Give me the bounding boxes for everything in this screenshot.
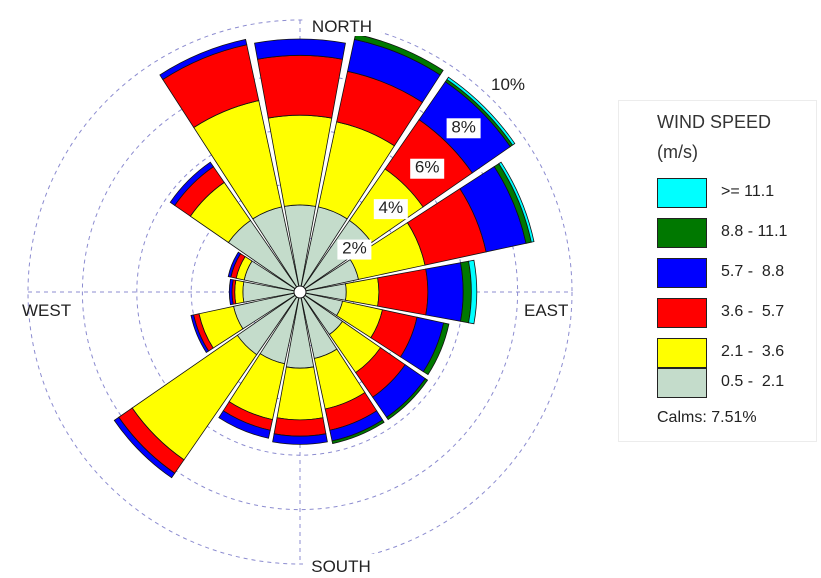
petal-sw-bin-3 <box>113 416 176 479</box>
petal-nw-bin-3 <box>169 161 214 206</box>
ring-label-8-percent: 8% <box>446 117 481 139</box>
petal-s-bin-1 <box>276 366 324 421</box>
petal-ne-bin-5 <box>446 76 516 146</box>
petal-ssw-bin-3 <box>218 410 271 439</box>
legend-title: WIND SPEED (m/s) <box>657 107 771 167</box>
legend-swatch <box>657 368 707 398</box>
ring-label-4-percent: 4% <box>373 198 408 220</box>
ring-labels: 2% 4% 6% 8% 10% <box>337 75 525 260</box>
legend-swatch <box>657 298 707 328</box>
compass-labels: NORTH SOUTH WEST EAST <box>22 14 568 576</box>
legend-label: 3.6 - 5.7 <box>721 303 785 320</box>
legend-label: 2.1 - 3.6 <box>721 343 785 360</box>
ring-label-6-percent: 6% <box>410 158 445 179</box>
petal-ese-bin-4 <box>422 322 450 376</box>
legend-entry-above-11-1: >= 11.1 <box>657 178 817 208</box>
petal-sse-bin-4 <box>331 419 385 445</box>
wind-petals <box>113 33 535 479</box>
petal-s-bin-2 <box>273 417 327 437</box>
compass-west-label: WEST <box>22 301 71 320</box>
legend-swatch <box>657 258 707 288</box>
compass-south-label: SOUTH <box>311 557 371 576</box>
petal-ene-bin-5 <box>498 161 535 243</box>
ring-label-10-percent: 10% <box>491 75 525 94</box>
svg-text:4%: 4% <box>379 198 404 217</box>
petal-e-bin-3 <box>425 262 464 322</box>
compass-east-label: EAST <box>524 301 568 320</box>
wind-rose-chart: 2% 4% 6% 8% 10% NORTH SOUTH WEST EAST <box>22 14 573 576</box>
svg-text:8%: 8% <box>451 117 476 136</box>
svg-text:6%: 6% <box>415 158 440 177</box>
legend-entry-8-8-11-1: 8.8 - 11.1 <box>657 218 817 248</box>
legend-label: >= 11.1 <box>721 183 775 200</box>
legend-entry-3-6-5-7: 3.6 - 5.7 <box>657 298 817 328</box>
petal-wsw-bin-3 <box>190 314 210 354</box>
petal-w-bin-3 <box>228 278 234 306</box>
legend-swatch <box>657 218 707 248</box>
petal-n-bin-2 <box>257 55 343 119</box>
petal-s-bin-3 <box>272 433 328 445</box>
petal-nnw-bin-3 <box>159 38 248 81</box>
legend: WIND SPEED (m/s) >= 11.1 8.8 - 11.1 5.7 … <box>618 100 817 442</box>
legend-title-line2: (m/s) <box>657 142 698 162</box>
legend-label: 5.7 - 8.8 <box>721 263 785 280</box>
calms-label: Calms: 7.51% <box>657 409 757 426</box>
petal-nne-bin-4 <box>353 33 444 76</box>
petal-se-bin-4 <box>386 378 429 421</box>
legend-entry-0-5-2-1: 0.5 - 2.1 <box>657 368 817 398</box>
compass-north-label: NORTH <box>312 17 372 36</box>
petal-n-bin-3 <box>254 38 346 60</box>
legend-label: 8.8 - 11.1 <box>721 223 788 240</box>
petal-w-bin-1 <box>234 279 245 305</box>
legend-title-line1: WIND SPEED <box>657 112 772 132</box>
legend-entry-2-1-3-6: 2.1 - 3.6 <box>657 338 817 368</box>
legend-swatch <box>657 338 707 368</box>
legend-entry-5-7-8-8: 5.7 - 8.8 <box>657 258 817 288</box>
petal-e-bin-2 <box>377 268 429 316</box>
petal-e-bin-5 <box>468 259 478 325</box>
petal-wnw-bin-3 <box>227 251 242 278</box>
petal-e-bin-1 <box>345 277 380 307</box>
legend-label: 0.5 - 2.1 <box>721 373 785 390</box>
calm-center <box>293 285 307 299</box>
legend-swatch <box>657 178 707 208</box>
ring-label-2-percent: 2% <box>337 239 372 260</box>
svg-text:10%: 10% <box>491 75 525 94</box>
svg-text:2%: 2% <box>342 239 367 258</box>
